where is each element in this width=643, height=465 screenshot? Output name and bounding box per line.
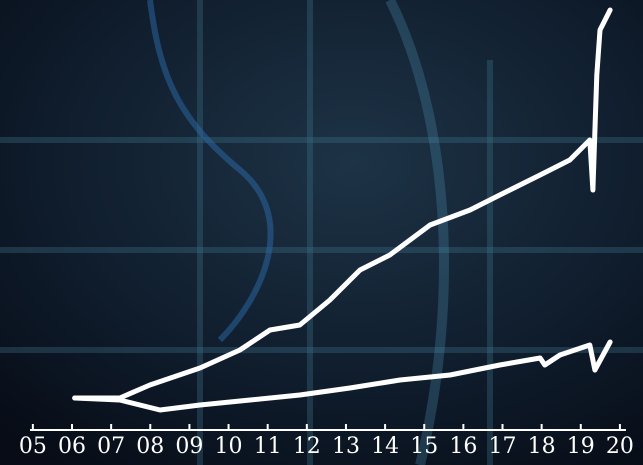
- x-tick-label: 07: [97, 434, 125, 459]
- x-tick-label: 14: [371, 434, 399, 459]
- x-tick-label: 16: [449, 434, 477, 459]
- x-tick-label: 15: [410, 434, 438, 459]
- x-tick-label: 11: [254, 434, 282, 459]
- x-tick-label: 12: [293, 434, 321, 459]
- x-tick-label: 20: [606, 434, 634, 459]
- series-line: [72, 339, 613, 413]
- x-tick-label: 13: [332, 434, 360, 459]
- x-tick-label: 19: [567, 434, 595, 459]
- x-tick-label: 05: [19, 434, 47, 459]
- x-tick-label: 17: [489, 434, 517, 459]
- x-tick-label: 10: [215, 434, 243, 459]
- x-tick-label: 18: [528, 434, 556, 459]
- x-tick-label: 09: [175, 434, 203, 459]
- series-line: [72, 7, 613, 401]
- x-tick-label: 06: [58, 434, 86, 459]
- x-tick-label: 08: [136, 434, 164, 459]
